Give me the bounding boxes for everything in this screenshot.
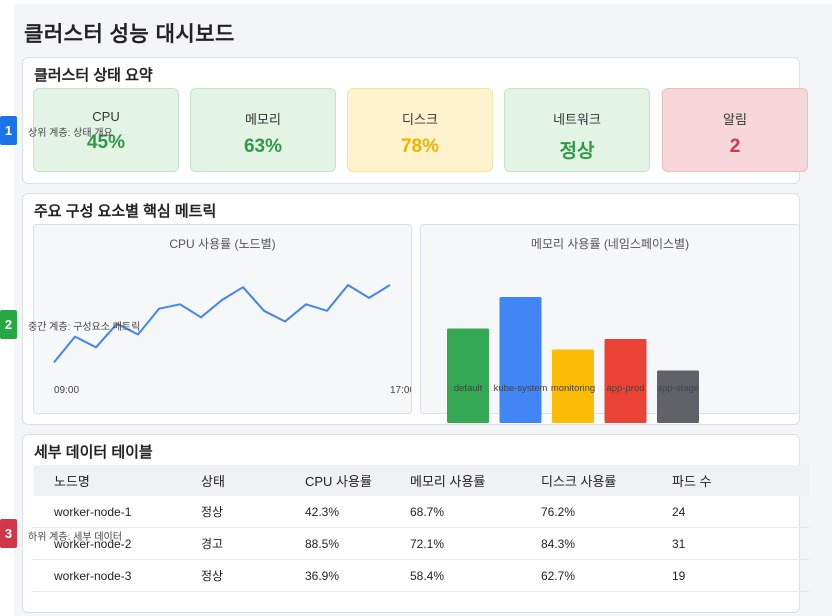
memory-chart-title: 메모리 사용률 (네임스페이스별) <box>530 237 690 251</box>
table-cell: 경고 <box>201 527 305 560</box>
metrics-panel-title: 주요 구성 요소별 핵심 메트릭 <box>34 203 217 220</box>
table-cell: 36.9% <box>305 559 410 592</box>
summary-card-memory: 메모리 63% <box>190 88 336 172</box>
summary-card-network: 네트워크 정상 <box>504 88 650 172</box>
column-header-memory[interactable]: 메모리 사용률 <box>410 465 541 496</box>
summary-card-cpu: CPU 45% <box>33 88 179 172</box>
card-value: 정상 <box>559 141 595 162</box>
table-header-row: 노드명 상태 CPU 사용률 메모리 사용률 디스크 사용률 파드 수 <box>33 465 809 496</box>
table-row[interactable]: worker-node-2 경고 88.5% 72.1% 84.3% 31 <box>33 527 809 560</box>
table-cell: 76.2% <box>541 496 672 528</box>
table-cell: 42.3% <box>305 496 410 528</box>
memory-chart-plot: default kube-system monitoring app-prod app-… <box>447 297 699 423</box>
summary-panel-title: 클러스터 상태 요약 <box>34 67 153 84</box>
x-tick-label: 17:00 <box>390 385 411 396</box>
summary-card-alerts[interactable]: 알림 2 <box>662 88 808 172</box>
column-header-pods[interactable]: 파드 수 <box>672 465 809 496</box>
x-tick-label: app-stage <box>657 383 699 394</box>
card-value: 78% <box>400 136 440 157</box>
table-cell: 88.5% <box>305 527 410 560</box>
table-cell: 정상 <box>201 496 305 528</box>
column-header-disk[interactable]: 디스크 사용률 <box>541 465 672 496</box>
card-value: 63% <box>243 136 283 157</box>
column-header-node[interactable]: 노드명 <box>33 465 201 496</box>
tier-3-label: 하위 계층: 세부 데이터 <box>28 532 122 543</box>
card-label: 디스크 <box>402 112 438 127</box>
card-value: 45% <box>86 132 126 153</box>
cpu-line-chart: CPU 사용률 (노드별) 09:00 17:00 <box>33 224 412 414</box>
tier-1-marker: 1 <box>0 116 17 145</box>
cpu-chart-plot: 09:00 17:00 <box>53 284 411 396</box>
card-label: 메모리 <box>245 112 281 127</box>
tier-2-label: 중간 계층: 구성요소 메트릭 <box>28 322 141 333</box>
card-value: 2 <box>729 136 741 157</box>
table-row[interactable]: worker-node-3 정상 36.9% 58.4% 62.7% 19 <box>33 559 809 592</box>
node-detail-table: 노드명 상태 CPU 사용률 메모리 사용률 디스크 사용률 파드 수 work… <box>33 465 809 592</box>
card-label: 알림 <box>723 112 747 127</box>
table-cell: worker-node-1 <box>33 496 201 528</box>
tier-3-marker: 3 <box>0 519 17 548</box>
column-header-cpu[interactable]: CPU 사용률 <box>305 465 410 496</box>
tier-1-label: 상위 계층: 상태 개요 <box>28 128 113 139</box>
cpu-series-line <box>53 284 391 364</box>
table-cell: 68.7% <box>410 496 541 528</box>
x-tick-label: default <box>454 383 483 394</box>
table-cell: 62.7% <box>541 559 672 592</box>
bar-kube-system <box>499 297 542 423</box>
table-cell: worker-node-2 <box>33 527 201 560</box>
card-label: CPU <box>92 109 120 124</box>
table-cell: 31 <box>672 527 809 560</box>
x-tick-label: monitoring <box>551 383 595 394</box>
table-cell: 84.3% <box>541 527 672 560</box>
x-tick-label: app-prod <box>606 383 644 394</box>
x-tick-label: kube-system <box>494 383 548 394</box>
table-row[interactable]: worker-node-1 정상 42.3% 68.7% 76.2% 24 <box>33 496 809 528</box>
table-cell: 24 <box>672 496 809 528</box>
bar-app-prod <box>604 339 647 423</box>
details-panel-title: 세부 데이터 테이블 <box>34 444 153 461</box>
page-title: 클러스터 성능 대시보드 <box>24 23 235 46</box>
bar-default <box>447 328 489 423</box>
x-tick-label: 09:00 <box>54 385 79 396</box>
table-cell: 19 <box>672 559 809 592</box>
cpu-chart-title: CPU 사용률 (노드별) <box>169 237 276 251</box>
table-cell: 72.1% <box>410 527 541 560</box>
bar-monitoring <box>552 349 594 423</box>
summary-card-disk: 디스크 78% <box>347 88 493 172</box>
table-cell: 정상 <box>201 559 305 592</box>
bar-app-stage <box>657 370 699 423</box>
table-cell: worker-node-3 <box>33 559 201 592</box>
table-cell: 58.4% <box>410 559 541 592</box>
tier-2-marker: 2 <box>0 310 17 339</box>
column-header-status[interactable]: 상태 <box>201 465 305 496</box>
card-label: 네트워크 <box>553 112 601 127</box>
